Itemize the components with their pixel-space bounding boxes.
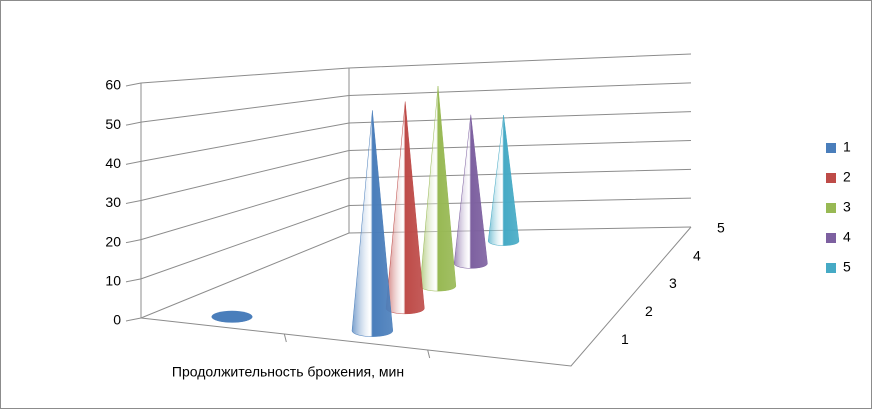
- grid-line: [125, 53, 692, 87]
- cone-body: [385, 101, 425, 315]
- cone: [419, 85, 457, 292]
- x-axis-title: Продолжительность брожения, мин: [172, 364, 404, 380]
- y-tick-label: 30: [105, 194, 121, 210]
- grid-line: [125, 140, 692, 204]
- y-tick-label: 20: [105, 233, 121, 249]
- cone-base: [211, 310, 253, 323]
- cone: [385, 101, 425, 315]
- x-tick: [427, 349, 431, 359]
- legend-label: 2: [843, 169, 851, 185]
- legend-swatch: [826, 203, 836, 213]
- legend-label: 3: [843, 199, 851, 215]
- cone: [453, 114, 488, 269]
- y-tick-label: 40: [105, 155, 121, 171]
- depth-tick-label: 1: [621, 331, 629, 347]
- cone-body: [351, 110, 394, 337]
- legend-label: 5: [843, 259, 851, 275]
- legend-label: 4: [843, 229, 851, 245]
- cone: [351, 110, 394, 337]
- legend-label: 1: [843, 139, 851, 155]
- y-tick-label: 60: [105, 77, 121, 93]
- grid-line: [125, 197, 692, 283]
- legend-swatch: [826, 143, 836, 153]
- grid-line: [125, 82, 692, 126]
- legend-swatch: [826, 173, 836, 183]
- y-tick-label: 10: [105, 273, 121, 289]
- grid-line: [125, 226, 692, 322]
- x-tick: [283, 333, 287, 343]
- grid-line: [125, 111, 692, 165]
- cone: [211, 310, 253, 323]
- y-tick-label: 50: [105, 116, 121, 132]
- depth-tick-label: 2: [645, 303, 653, 319]
- depth-tick-label: 4: [693, 247, 701, 263]
- cone-body: [487, 115, 520, 246]
- legend-swatch: [826, 263, 836, 273]
- cone-body: [419, 85, 457, 292]
- grid-line: [125, 168, 692, 244]
- legend-swatch: [826, 233, 836, 243]
- depth-tick-label: 5: [717, 220, 725, 236]
- depth-tick-label: 3: [669, 275, 677, 291]
- cone-body: [453, 114, 488, 269]
- cone: [487, 115, 520, 246]
- y-tick-label: 0: [113, 312, 121, 328]
